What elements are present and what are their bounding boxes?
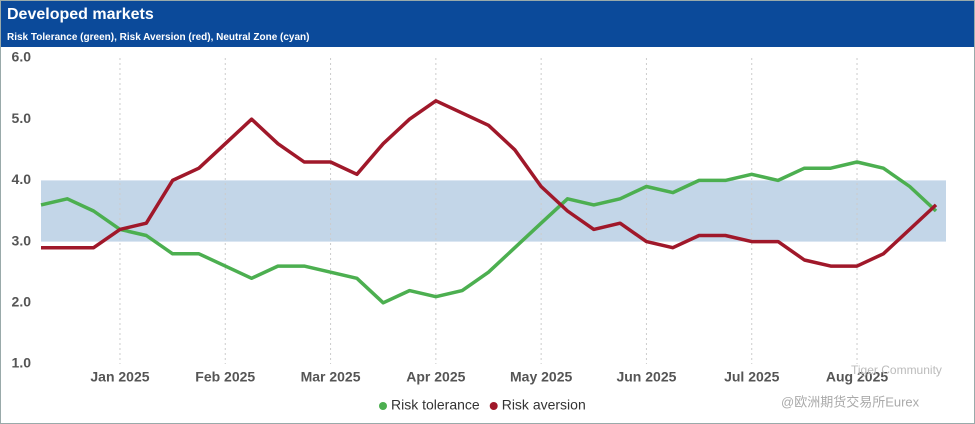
legend-marker bbox=[489, 402, 498, 410]
chart-title: Developed markets bbox=[7, 6, 154, 23]
watermark: Tiger Community bbox=[851, 363, 942, 377]
legend-marker bbox=[379, 402, 387, 410]
y-tick-label: 2.0 bbox=[12, 294, 32, 310]
x-tick-label: Jul 2025 bbox=[724, 369, 779, 385]
line-series bbox=[40, 160, 938, 305]
legend-label: Risk aversion bbox=[502, 397, 586, 413]
x-tick-label: Aug 2025 bbox=[826, 369, 888, 385]
neutral-zone bbox=[41, 180, 946, 242]
header: Developed markets Risk Tolerance (green)… bbox=[1, 1, 974, 47]
y-tick-label: 5.0 bbox=[12, 110, 32, 126]
x-tick-label: Jun 2025 bbox=[616, 369, 676, 385]
line-series bbox=[41, 99, 938, 268]
legend-label: Risk tolerance bbox=[391, 397, 480, 413]
x-tick-label: Apr 2025 bbox=[406, 369, 465, 385]
y-tick-label: 3.0 bbox=[12, 232, 32, 248]
watermark: @欧洲期货交易所Eurex bbox=[781, 394, 920, 409]
x-tick-label: Feb 2025 bbox=[195, 369, 255, 385]
x-tick-label: Jan 2025 bbox=[90, 369, 149, 385]
y-tick-label: 6.0 bbox=[12, 49, 32, 65]
y-tick-label: 4.0 bbox=[12, 171, 32, 187]
chart-subtitle: Risk Tolerance (green), Risk Aversion (r… bbox=[7, 32, 310, 43]
x-tick-label: Mar 2025 bbox=[301, 369, 361, 385]
y-tick-label: 1.0 bbox=[12, 355, 32, 371]
x-tick-label: May 2025 bbox=[510, 369, 572, 385]
